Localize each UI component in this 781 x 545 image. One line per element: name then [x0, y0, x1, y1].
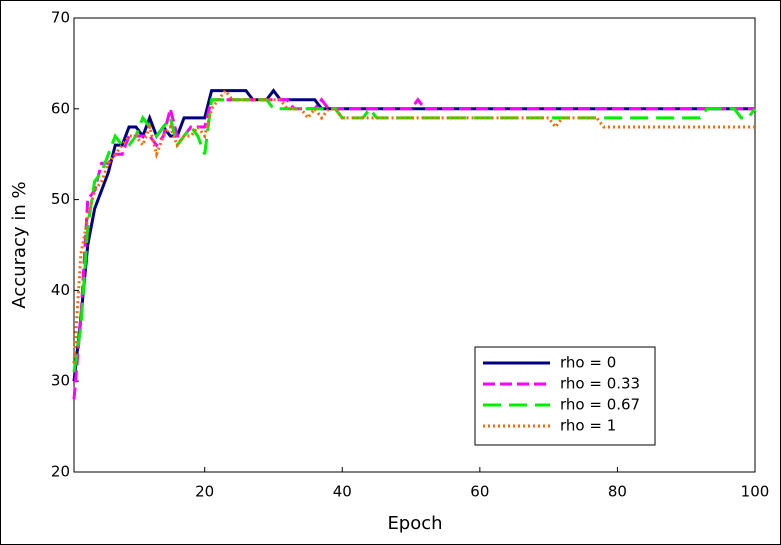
- y-axis-label: Accuracy in %: [9, 181, 30, 308]
- legend-label: rho = 0: [560, 354, 616, 372]
- x-tick-label: 60: [470, 483, 489, 501]
- y-tick-label: 60: [51, 99, 70, 117]
- y-tick-label: 20: [51, 463, 70, 481]
- legend-label: rho = 0.67: [560, 396, 640, 414]
- plot-frame: [73, 17, 756, 473]
- series-line: [72, 98, 757, 373]
- series-line: [72, 88, 755, 364]
- y-tick-label: 30: [51, 372, 70, 390]
- y-tick-label: 50: [51, 190, 70, 208]
- legend-label: rho = 0.33: [560, 375, 640, 393]
- legend-label: rho = 1: [560, 417, 616, 435]
- x-tick-label: 20: [195, 483, 214, 501]
- y-tick-label: 70: [51, 9, 70, 27]
- series-line: [72, 97, 755, 400]
- series-line: [72, 88, 755, 382]
- y-tick-label: 40: [51, 281, 70, 299]
- x-axis-label: Epoch: [387, 513, 442, 534]
- x-tick-label: 80: [608, 483, 627, 501]
- x-tick-label: 40: [333, 483, 352, 501]
- x-tick-label: 100: [741, 483, 770, 501]
